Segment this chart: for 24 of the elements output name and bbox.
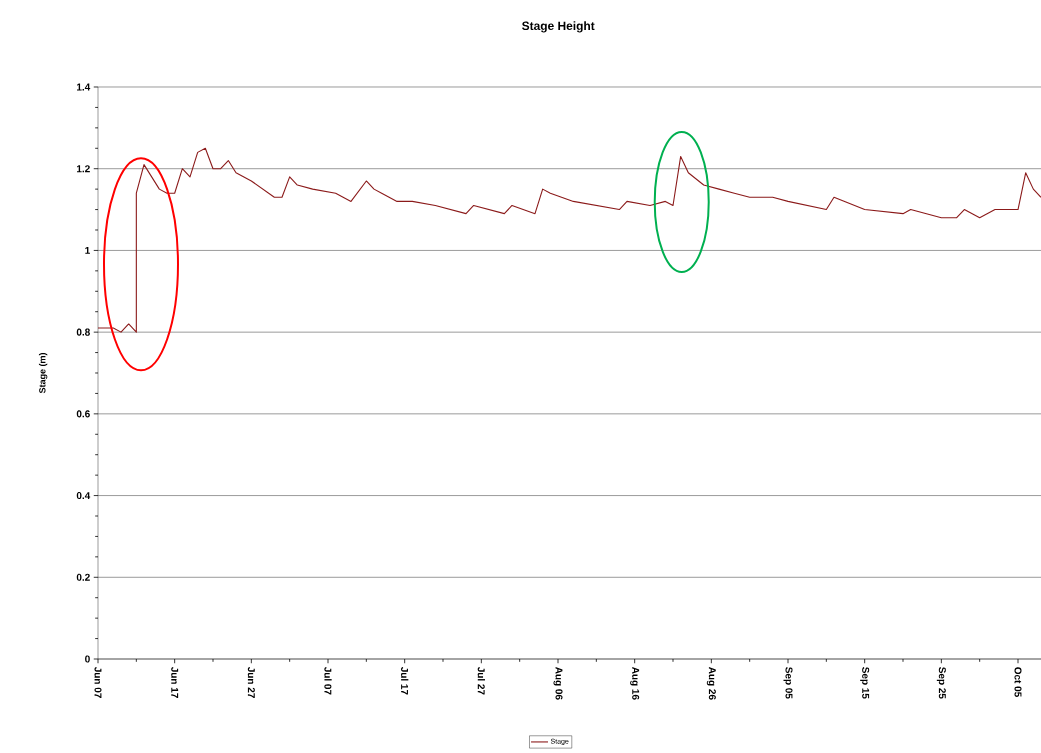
y-axis-title: Stage (m) [38,353,48,394]
y-tick-label: 0.8 [76,328,90,336]
x-tick-label: Jul 07 [324,666,332,695]
x-tick-label: Jul 27 [477,666,485,695]
x-tick-label: Jun 07 [94,666,102,698]
x-tick-label: Oct 05 [1014,667,1022,697]
y-tick-label: 0 [85,655,90,663]
y-tick-label: 1.4 [77,83,91,91]
y-tick-label: 1 [85,246,90,254]
line-series [98,147,1041,333]
x-tick-label: Sep 15 [860,667,870,699]
y-tick-label: 0.2 [76,573,90,581]
y-tick-label: 0.6 [76,410,90,418]
x-tick-label: Sep 25 [936,667,946,699]
chart-title: Stage Height [522,21,595,33]
x-tick-label: Aug 16 [630,667,640,700]
x-tick-label: Aug 26 [706,667,716,700]
x-tick-label: Sep 05 [783,667,793,699]
y-tick-label: 0.4 [76,492,91,500]
x-tick-label: Jul 17 [401,666,409,695]
y-tick-label: 1.2 [77,165,90,173]
x-tick-label: Jun 27 [247,666,255,698]
x-tick-label: Jun 17 [171,666,179,698]
x-tick-label: Aug 06 [553,667,563,700]
